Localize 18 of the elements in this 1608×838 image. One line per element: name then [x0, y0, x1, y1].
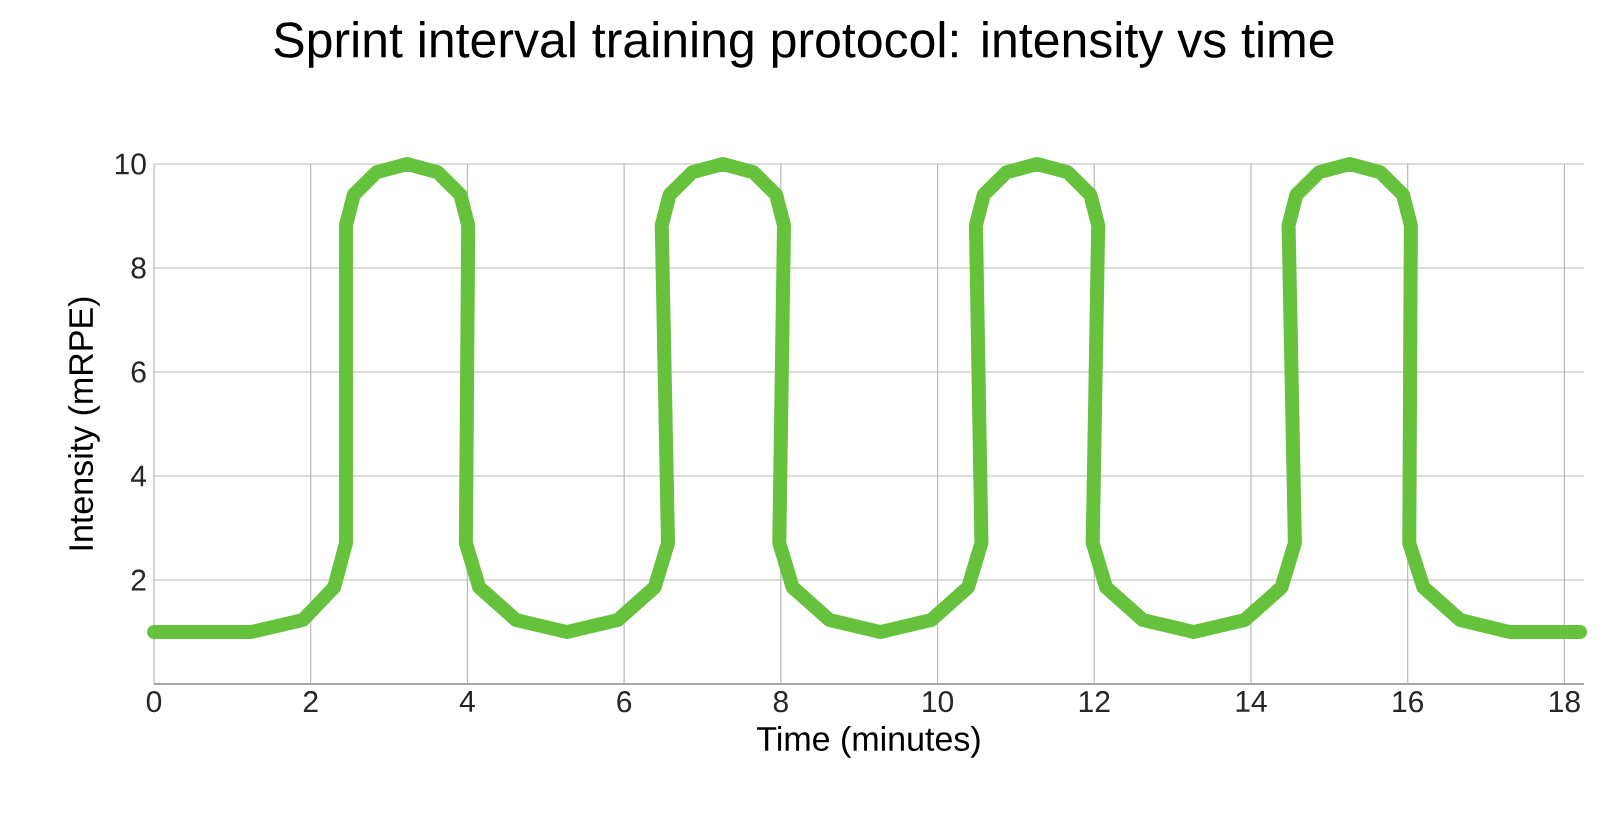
x-axis-title: Time (minutes) [757, 726, 980, 758]
x-tick-label: 14 [1236, 691, 1267, 712]
chart-title: Sprint interval training protocol: intensity vs time [274, 21, 1334, 68]
x-tick-label: 12 [1079, 691, 1110, 712]
x-tick-label: 2 [303, 691, 318, 712]
y-tick-label: 6 [131, 361, 146, 383]
x-tick-label: 4 [459, 691, 475, 712]
x-tick-label: 18 [1550, 691, 1580, 713]
y-tick-label: 8 [131, 257, 146, 279]
x-tick-label: 0 [146, 691, 162, 713]
y-tick-label: 2 [131, 569, 146, 591]
y-axis-title: Intensity (mRPE) [68, 297, 100, 550]
x-tick-label: 10 [923, 691, 954, 713]
x-tick-label: 8 [773, 691, 788, 713]
x-tick-label: 16 [1393, 691, 1424, 713]
y-tick-label: 10 [115, 153, 146, 175]
x-tick-label: 6 [617, 691, 632, 713]
y-tick-label: 4 [130, 465, 147, 487]
